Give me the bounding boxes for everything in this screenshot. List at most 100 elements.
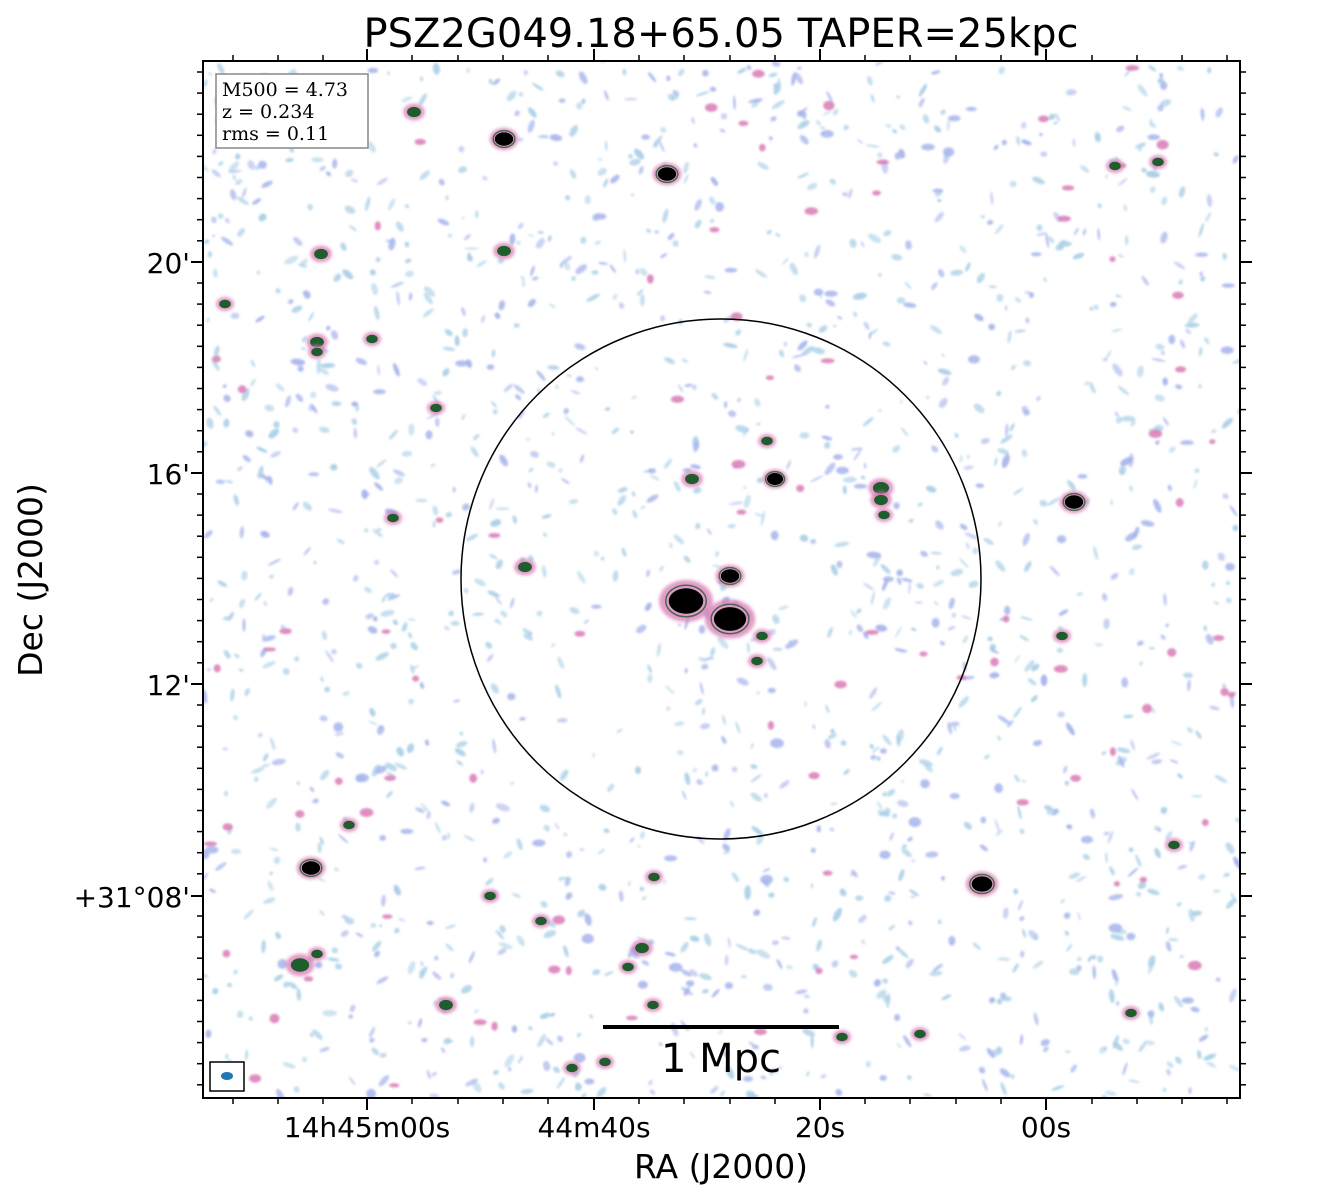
noise-speckle [729, 800, 734, 808]
noise-blob [591, 604, 602, 609]
noise-speckle [551, 432, 555, 436]
noise-blob [920, 779, 930, 789]
noise-speckle [579, 454, 585, 463]
noise-blob [412, 675, 420, 682]
noise-speckle [699, 681, 704, 695]
noise-speckle [722, 843, 731, 852]
noise-speckle [258, 213, 267, 222]
noise-speckle [273, 421, 280, 429]
noise-speckle [227, 982, 232, 988]
noise-blob [491, 1021, 498, 1031]
noise-speckle [401, 622, 408, 633]
noise-speckle [465, 1078, 479, 1087]
noise-speckle [933, 601, 939, 606]
noise-speckle [583, 619, 589, 624]
noise-speckle [923, 360, 928, 366]
noise-blob [1187, 960, 1202, 971]
noise-speckle [241, 570, 248, 581]
noise-speckle [575, 1082, 580, 1085]
noise-speckle [1165, 941, 1172, 952]
noise-speckle [1031, 663, 1040, 672]
noise-speckle [709, 196, 716, 205]
noise-speckle [1145, 170, 1160, 178]
noise-speckle [1232, 524, 1239, 532]
noise-speckle [660, 253, 667, 259]
noise-speckle [1165, 831, 1173, 841]
noise-speckle [1157, 828, 1162, 832]
noise-blob [813, 288, 824, 296]
beam-ellipse [221, 1072, 233, 1080]
noise-speckle [1222, 252, 1227, 261]
noise-blob [894, 1014, 901, 1021]
noise-speckle [1087, 956, 1092, 962]
noise-speckle [519, 717, 526, 721]
compact-source [435, 996, 457, 1014]
noise-speckle [442, 346, 456, 351]
noise-speckle [647, 72, 657, 83]
noise-speckle [462, 503, 470, 511]
noise-speckle [1182, 672, 1194, 679]
noise-speckle [723, 828, 731, 841]
noise-speckle [1052, 808, 1059, 816]
noise-speckle [841, 192, 849, 197]
noise-speckle [373, 305, 380, 321]
noise-speckle [211, 169, 221, 178]
noise-speckle [771, 940, 779, 946]
noise-blob [486, 364, 495, 370]
noise-speckle [456, 760, 464, 766]
noise-speckle [207, 251, 212, 258]
noise-speckle [491, 349, 496, 358]
noise-speckle [863, 582, 874, 591]
noise-speckle [820, 1074, 827, 1079]
noise-speckle [664, 357, 675, 365]
noise-speckle [629, 158, 641, 166]
noise-speckle [268, 428, 280, 439]
noise-speckle [660, 126, 667, 133]
noise-speckle [1082, 854, 1090, 860]
noise-speckle [826, 91, 833, 103]
noise-blob [1148, 429, 1163, 438]
noise-speckle [824, 441, 831, 450]
noise-speckle [898, 148, 906, 159]
noise-speckle [892, 129, 898, 134]
noise-speckle [401, 96, 413, 103]
noise-speckle [1030, 695, 1038, 703]
noise-speckle [547, 235, 552, 242]
noise-blob [1113, 881, 1120, 887]
noise-speckle [901, 844, 908, 849]
noise-speckle [352, 574, 359, 582]
noise-speckle [325, 650, 334, 663]
noise-speckle [647, 664, 652, 674]
noise-speckle [1160, 806, 1168, 814]
noise-speckle [445, 924, 456, 929]
noise-speckle [528, 467, 534, 473]
noise-blob [637, 980, 648, 989]
noise-speckle [858, 914, 867, 923]
noise-speckle [612, 570, 619, 582]
noise-speckle [641, 960, 650, 966]
noise-speckle [369, 467, 380, 480]
noise-speckle [692, 767, 697, 773]
noise-speckle [1046, 497, 1060, 506]
r500-circle [460, 318, 982, 840]
noise-speckle [878, 408, 882, 413]
noise-speckle [419, 170, 430, 180]
noise-speckle [783, 341, 788, 347]
noise-speckle [495, 930, 505, 940]
noise-speckle [534, 484, 538, 493]
noise-speckle [569, 169, 577, 179]
noise-speckle [461, 413, 466, 421]
noise-speckle [781, 936, 791, 940]
noise-speckle [616, 728, 623, 734]
noise-speckle [301, 347, 306, 350]
noise-speckle [806, 1071, 810, 1077]
noise-speckle [963, 821, 972, 830]
noise-speckle [432, 971, 442, 980]
noise-speckle [865, 1060, 871, 1068]
noise-speckle [338, 834, 349, 844]
noise-blob [1037, 115, 1050, 123]
noise-speckle [891, 253, 903, 261]
noise-speckle [914, 601, 923, 604]
noise-speckle [604, 90, 609, 101]
noise-speckle [441, 835, 448, 841]
